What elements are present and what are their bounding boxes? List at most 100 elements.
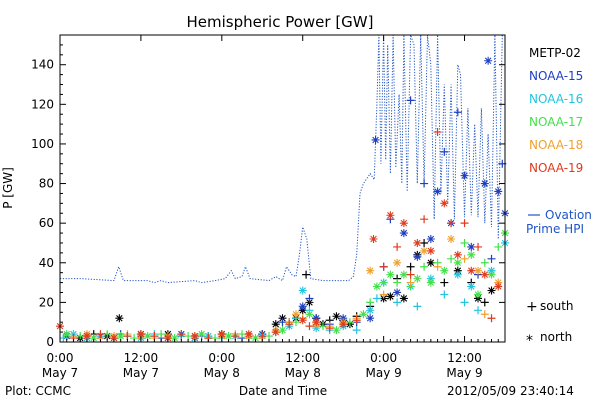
north-point — [136, 330, 145, 339]
series-noaa-17 — [62, 229, 509, 343]
north-point — [494, 187, 503, 196]
y-tick-label: 0 — [46, 335, 54, 349]
south-point — [413, 302, 422, 311]
south-point — [345, 318, 354, 327]
south-point — [480, 258, 489, 267]
legend-entry-noaa-19: NOAA-19 — [529, 161, 583, 175]
south-point — [406, 96, 415, 105]
north-point — [413, 238, 422, 247]
legend: METP-02 NOAA-15 NOAA-16 NOAA-17 NOAA-18 NOAA-… — [529, 46, 583, 175]
north-point — [369, 235, 378, 244]
south-point — [453, 108, 462, 117]
legend-ovation-line1: Ovation — [545, 208, 592, 222]
legend-south-label: south — [540, 299, 574, 313]
x-tick-time-label: 12:00 — [124, 351, 159, 365]
south-point — [393, 298, 402, 307]
north-point — [244, 330, 253, 339]
north-point — [453, 258, 462, 267]
series-noaa-19 — [56, 128, 503, 343]
north-point — [298, 286, 307, 295]
south-point — [393, 242, 402, 251]
south-point — [447, 254, 456, 263]
south-point — [487, 314, 496, 323]
north-point — [366, 306, 375, 315]
south-point — [406, 278, 415, 287]
south-point — [305, 322, 314, 331]
north-point — [298, 302, 307, 311]
north-point — [487, 286, 496, 295]
south-point — [278, 318, 287, 327]
north-point — [484, 56, 493, 65]
north-point — [393, 258, 402, 267]
north-point — [271, 328, 280, 337]
x-tick-date-label: May 7 — [42, 366, 78, 380]
north-point — [413, 274, 422, 283]
north-point — [143, 332, 152, 341]
north-point — [399, 229, 408, 238]
legend-entry-noaa-17: NOAA-17 — [529, 115, 583, 129]
north-point — [224, 332, 233, 341]
south-point — [379, 290, 388, 299]
north-point — [82, 332, 91, 341]
south-point — [433, 262, 442, 271]
south-point — [474, 242, 483, 251]
north-point — [372, 282, 381, 291]
south-point — [420, 215, 429, 224]
y-tick-label: 120 — [31, 97, 54, 111]
ovation-hpi-layer — [60, 34, 503, 284]
north-point — [89, 334, 98, 343]
north-point — [62, 330, 71, 339]
y-tick-label: 60 — [39, 216, 54, 230]
south-point — [123, 332, 132, 341]
legend-entry-metp-02: METP-02 — [529, 46, 581, 60]
south-point — [352, 326, 361, 335]
north-point — [312, 318, 321, 327]
north-point — [271, 320, 280, 329]
x-tick-date-label: May 9 — [366, 366, 402, 380]
ovation-hpi-line — [60, 34, 503, 284]
y-tick-label: 20 — [39, 295, 54, 309]
south-point — [366, 298, 375, 307]
south-point — [265, 332, 274, 341]
south-point — [420, 238, 429, 247]
north-point — [251, 334, 260, 343]
north-point — [291, 310, 300, 319]
south-point — [474, 306, 483, 315]
south-point — [406, 262, 415, 271]
legend-north-label: north — [540, 330, 572, 344]
y-tick-label: 80 — [39, 177, 54, 191]
south-point — [460, 254, 469, 263]
north-point — [426, 246, 435, 255]
legend-south-symbol: + — [526, 299, 538, 315]
south-point — [150, 332, 159, 341]
north-point — [386, 211, 395, 220]
north-point — [480, 270, 489, 279]
south-point — [302, 270, 311, 279]
y-tick-label: 140 — [31, 58, 54, 72]
north-point — [366, 314, 375, 323]
south-point — [379, 262, 388, 271]
north-point — [190, 332, 199, 341]
legend-ovation-line2: Prime HPI — [526, 222, 584, 236]
north-point — [433, 187, 442, 196]
north-point — [332, 312, 341, 321]
x-tick-time-label: 0:00 — [47, 351, 74, 365]
plot-source: Plot: CCMC — [5, 384, 71, 398]
north-point — [386, 292, 395, 301]
north-point — [393, 288, 402, 297]
north-point — [386, 270, 395, 279]
north-point — [426, 278, 435, 287]
north-point — [467, 242, 476, 251]
north-point — [453, 270, 462, 279]
y-tick-label: 40 — [39, 256, 54, 270]
north-point — [480, 179, 489, 188]
north-point — [278, 326, 287, 335]
legend-entry-noaa-16: NOAA-16 — [529, 92, 583, 106]
south-point — [420, 179, 429, 188]
x-tick-date-label: May 7 — [123, 366, 159, 380]
south-point — [231, 332, 240, 341]
north-point — [467, 282, 476, 291]
north-point — [399, 270, 408, 279]
